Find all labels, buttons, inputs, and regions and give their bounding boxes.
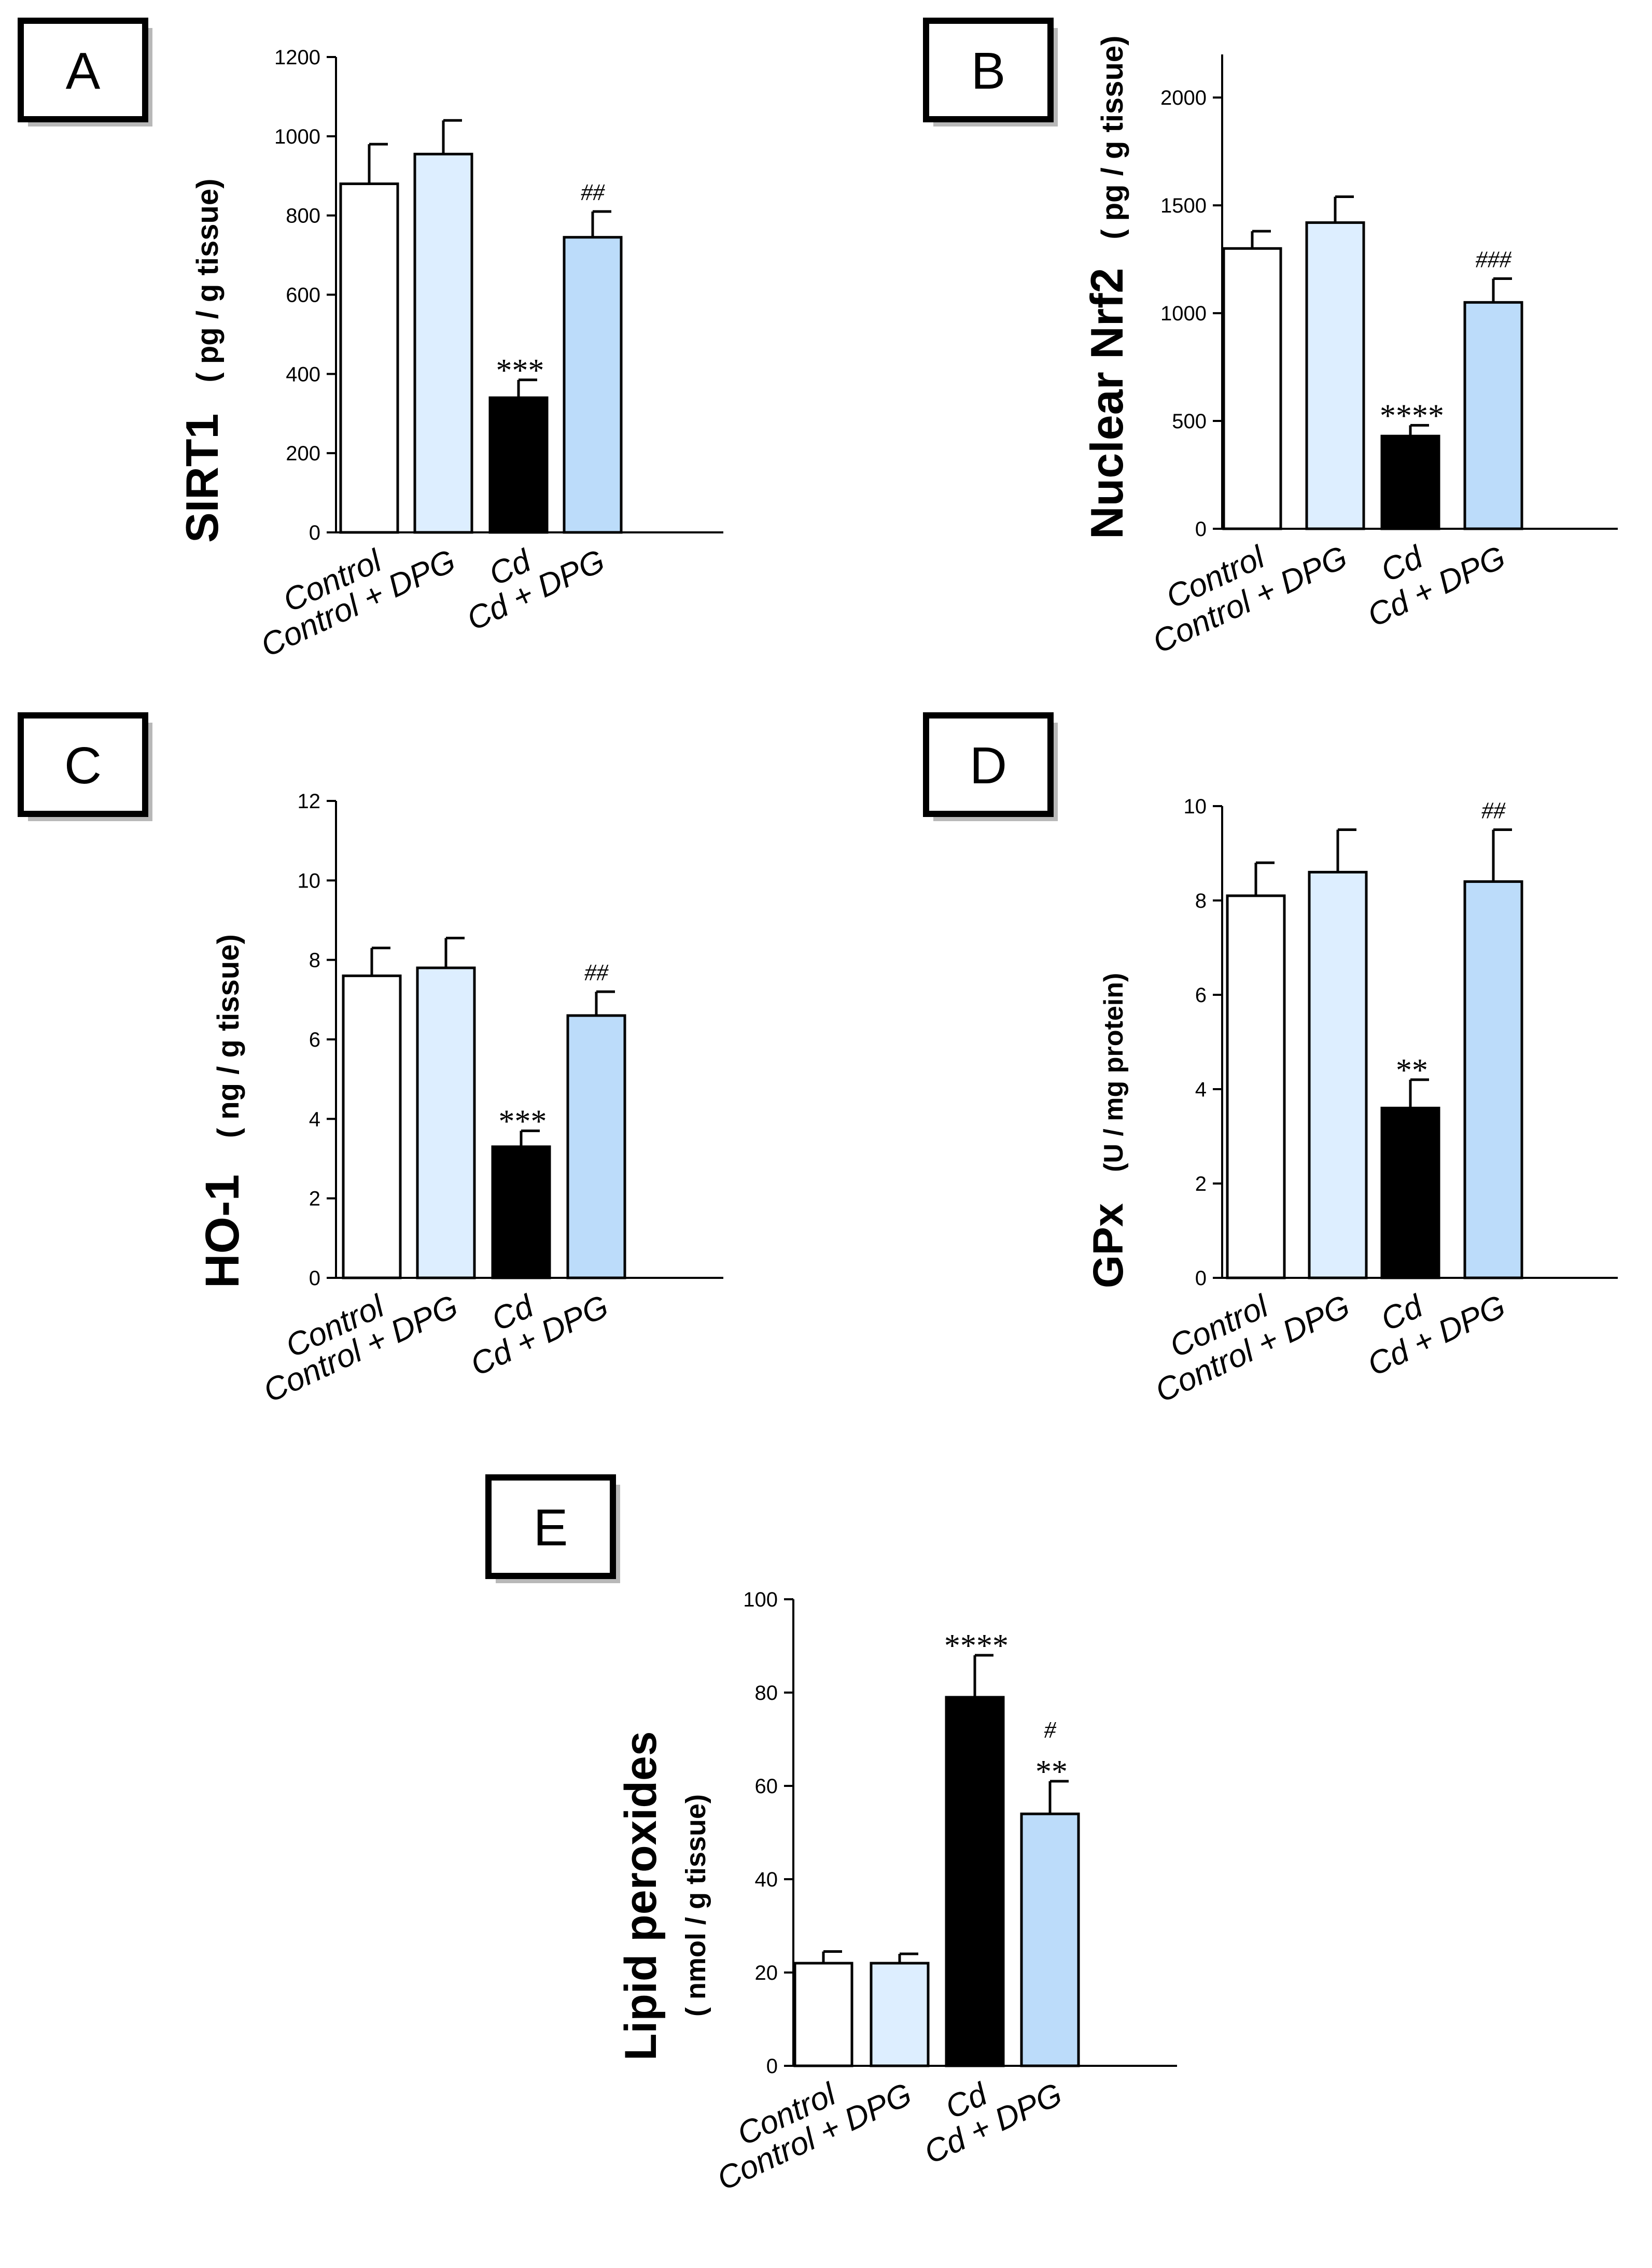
- y-axis-title-unit: ( pg / g tissue): [191, 178, 225, 382]
- significance-label: ###: [1476, 246, 1512, 273]
- y-tick-label: 8: [309, 949, 320, 972]
- panel-label: D: [970, 737, 1007, 795]
- y-tick-label: 10: [298, 869, 321, 892]
- y-axis-title-unit-line: ( nmol / g tissue): [680, 1794, 711, 2017]
- bar-control-dpg: [413, 152, 473, 534]
- y-tick-label: 1200: [274, 46, 320, 69]
- y-tick-label: 0: [766, 2055, 778, 2078]
- y-axis-title-unit: ( nmol / g tissue): [680, 1794, 711, 2017]
- bar-cd: [945, 1696, 1005, 2067]
- x-category-label: Cd + DPG: [919, 2076, 1068, 2171]
- y-tick-label: 2: [1195, 1173, 1207, 1195]
- y-tick-label: 20: [755, 1962, 778, 1984]
- y-tick-label: 500: [1172, 410, 1207, 433]
- y-tick-label: 600: [286, 284, 320, 307]
- bar-cd: [488, 396, 549, 534]
- y-tick-label: 40: [755, 1868, 778, 1891]
- significance-label: ***: [495, 353, 543, 388]
- y-axis-title-unit: (U / mg protein): [1099, 973, 1129, 1172]
- y-tick-label: 1500: [1160, 194, 1207, 217]
- y-tick-label: 10: [1184, 795, 1207, 818]
- x-category-label: Cd + DPG: [461, 543, 610, 638]
- y-tick-label: 8: [1195, 890, 1207, 912]
- bar-control: [1222, 247, 1282, 530]
- bar-cd-dpg: [1463, 880, 1523, 1279]
- y-tick-label: 2: [309, 1188, 320, 1210]
- bar-cd: [1380, 434, 1440, 530]
- bar-cd-dpg: [1463, 301, 1523, 530]
- significance-label: ****: [1378, 398, 1443, 433]
- bar-control-dpg: [1308, 870, 1368, 1279]
- significance-label: ##: [581, 179, 605, 205]
- panel-label: B: [971, 42, 1006, 100]
- y-tick-label: 400: [286, 363, 320, 386]
- bar-cd-dpg: [563, 236, 623, 534]
- significance-label: ##: [1481, 797, 1506, 824]
- panel-label: E: [534, 1499, 568, 1557]
- x-category-label: Cd + DPG: [465, 1288, 614, 1383]
- panel-box: [18, 18, 148, 122]
- y-tick-label: 6: [309, 1029, 320, 1051]
- y-axis-title-main: GPx: [1085, 1203, 1132, 1288]
- bar-control: [1226, 894, 1286, 1279]
- y-axis-title-main: Nuclear Nrf2: [1081, 268, 1132, 539]
- y-axis-title: Lipid peroxides: [616, 1731, 666, 2061]
- y-axis-title-main: SIRT1: [176, 414, 228, 543]
- panel-label: A: [66, 42, 101, 100]
- y-tick-label: 2000: [1160, 87, 1207, 109]
- bar-cd: [1380, 1106, 1440, 1279]
- bar-cd: [491, 1145, 551, 1279]
- bar-control-dpg: [870, 1962, 930, 2067]
- significance-label: **: [1394, 1053, 1426, 1088]
- y-tick-label: 6: [1195, 984, 1207, 1007]
- y-tick-label: 0: [1195, 518, 1207, 541]
- significance-label: **: [1034, 1754, 1066, 1790]
- panel-box: [923, 712, 1054, 817]
- bar-control: [342, 974, 402, 1279]
- y-tick-label: 4: [309, 1108, 320, 1131]
- y-axis-title: HO-1 ( ng / g tissue): [196, 934, 249, 1288]
- y-tick-label: 80: [755, 1682, 778, 1704]
- y-tick-label: 0: [1195, 1267, 1207, 1290]
- y-tick-label: 4: [1195, 1078, 1207, 1101]
- y-tick-label: 200: [286, 442, 320, 465]
- bar-control-dpg: [1305, 221, 1365, 530]
- significance-label: ##: [584, 959, 609, 985]
- y-tick-label: 12: [298, 790, 321, 813]
- bar-cd-dpg: [1020, 1812, 1080, 2067]
- panel-b: B 0 500 1000 1500 2000 Nuclear Nrf2 ( pg / g ti…: [923, 18, 1618, 660]
- y-axis-title-unit: ( ng / g tissue): [212, 934, 245, 1138]
- y-tick-label: 0: [309, 1267, 320, 1290]
- significance-label: #: [1044, 1716, 1057, 1743]
- y-tick-label: 1000: [274, 125, 320, 148]
- y-axis-title-main: HO-1: [196, 1174, 249, 1288]
- y-tick-label: 100: [743, 1588, 778, 1611]
- panel-a: A 0 200 400 600 800 1000 1200 SIRT1 ( pg / g tiss…: [18, 18, 723, 664]
- bar-control-dpg: [416, 966, 476, 1279]
- y-axis-title-unit: ( pg / g tissue): [1096, 36, 1129, 240]
- significance-label: ****: [943, 1628, 1007, 1664]
- y-axis-title: SIRT1 ( pg / g tissue): [176, 178, 228, 543]
- bar-control: [793, 1962, 853, 2067]
- bar-control: [339, 182, 399, 534]
- y-tick-label: 800: [286, 205, 320, 228]
- panel-box: [18, 712, 148, 817]
- panel-box: [485, 1474, 616, 1579]
- y-axis-title: GPx (U / mg protein): [1085, 973, 1132, 1288]
- y-axis-title: Nuclear Nrf2 ( pg / g tissue): [1081, 36, 1132, 539]
- panel-label: C: [64, 737, 102, 795]
- panel-box: [923, 18, 1054, 122]
- y-axis-title-main: Lipid peroxides: [616, 1731, 666, 2061]
- bar-cd-dpg: [566, 1014, 626, 1279]
- y-tick-label: 0: [309, 522, 320, 544]
- significance-label: ***: [497, 1104, 545, 1139]
- y-tick-label: 60: [755, 1775, 778, 1798]
- panel-e: E 0 20 40 60 80 100 Lipid peroxides ( nmol / g t…: [485, 1474, 1177, 2197]
- y-tick-label: 1000: [1160, 302, 1207, 325]
